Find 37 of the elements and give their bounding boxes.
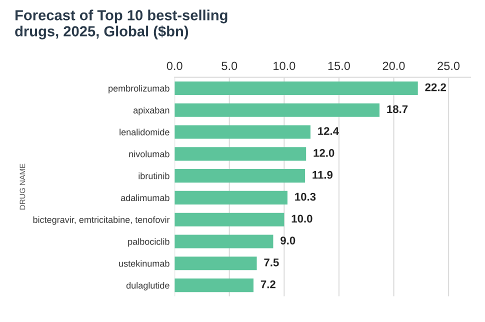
chart-title: Forecast of Top 10 best-selling drugs, 2025, Global ($bn) [15,10,228,40]
bar [174,125,310,139]
x-tick-label: 10.0 [274,62,296,70]
x-tick-label: 20.0 [382,62,405,70]
data-label: 9.0 [280,236,296,244]
bar [174,234,274,248]
y-tick-label: ibrutinib [138,172,170,180]
bar [174,212,284,226]
y-tick-label: pembrolizumab [108,84,170,94]
y-tick-label: nivolumab [129,150,170,158]
y-tick-label: dulaglutide [126,282,170,290]
x-tick-label: 5.0 [222,62,238,70]
bar [174,147,306,161]
y-tick-label: adalimumab [120,194,170,202]
x-tick-label: 15.0 [328,62,350,70]
x-tick-label: 25.0 [438,62,460,70]
y-tick-label: ustekinumab [119,260,170,267]
data-label: 18.7 [387,105,408,114]
data-label: 12.0 [314,149,334,157]
data-label: 7.5 [264,258,279,266]
x-tick-label: 0.0 [166,62,182,70]
y-tick-label: palbociclib [128,238,170,247]
bar [174,103,380,117]
bar [174,256,257,270]
data-label: 7.2 [260,280,276,288]
data-label: 22.2 [425,83,446,92]
data-label: 10.3 [295,192,316,201]
data-label: 10.0 [292,214,312,223]
bar [174,81,418,96]
data-label: 12.4 [318,127,339,135]
y-tick-label: apixaban [133,106,170,116]
data-label: 11.9 [312,170,333,179]
bar [174,169,305,183]
y-tick-label: bictegravir, emtricitabine, tenofovir [33,216,170,225]
bar [174,190,288,204]
y-tick-label: lenalidomide [120,128,170,136]
bar [174,278,254,292]
